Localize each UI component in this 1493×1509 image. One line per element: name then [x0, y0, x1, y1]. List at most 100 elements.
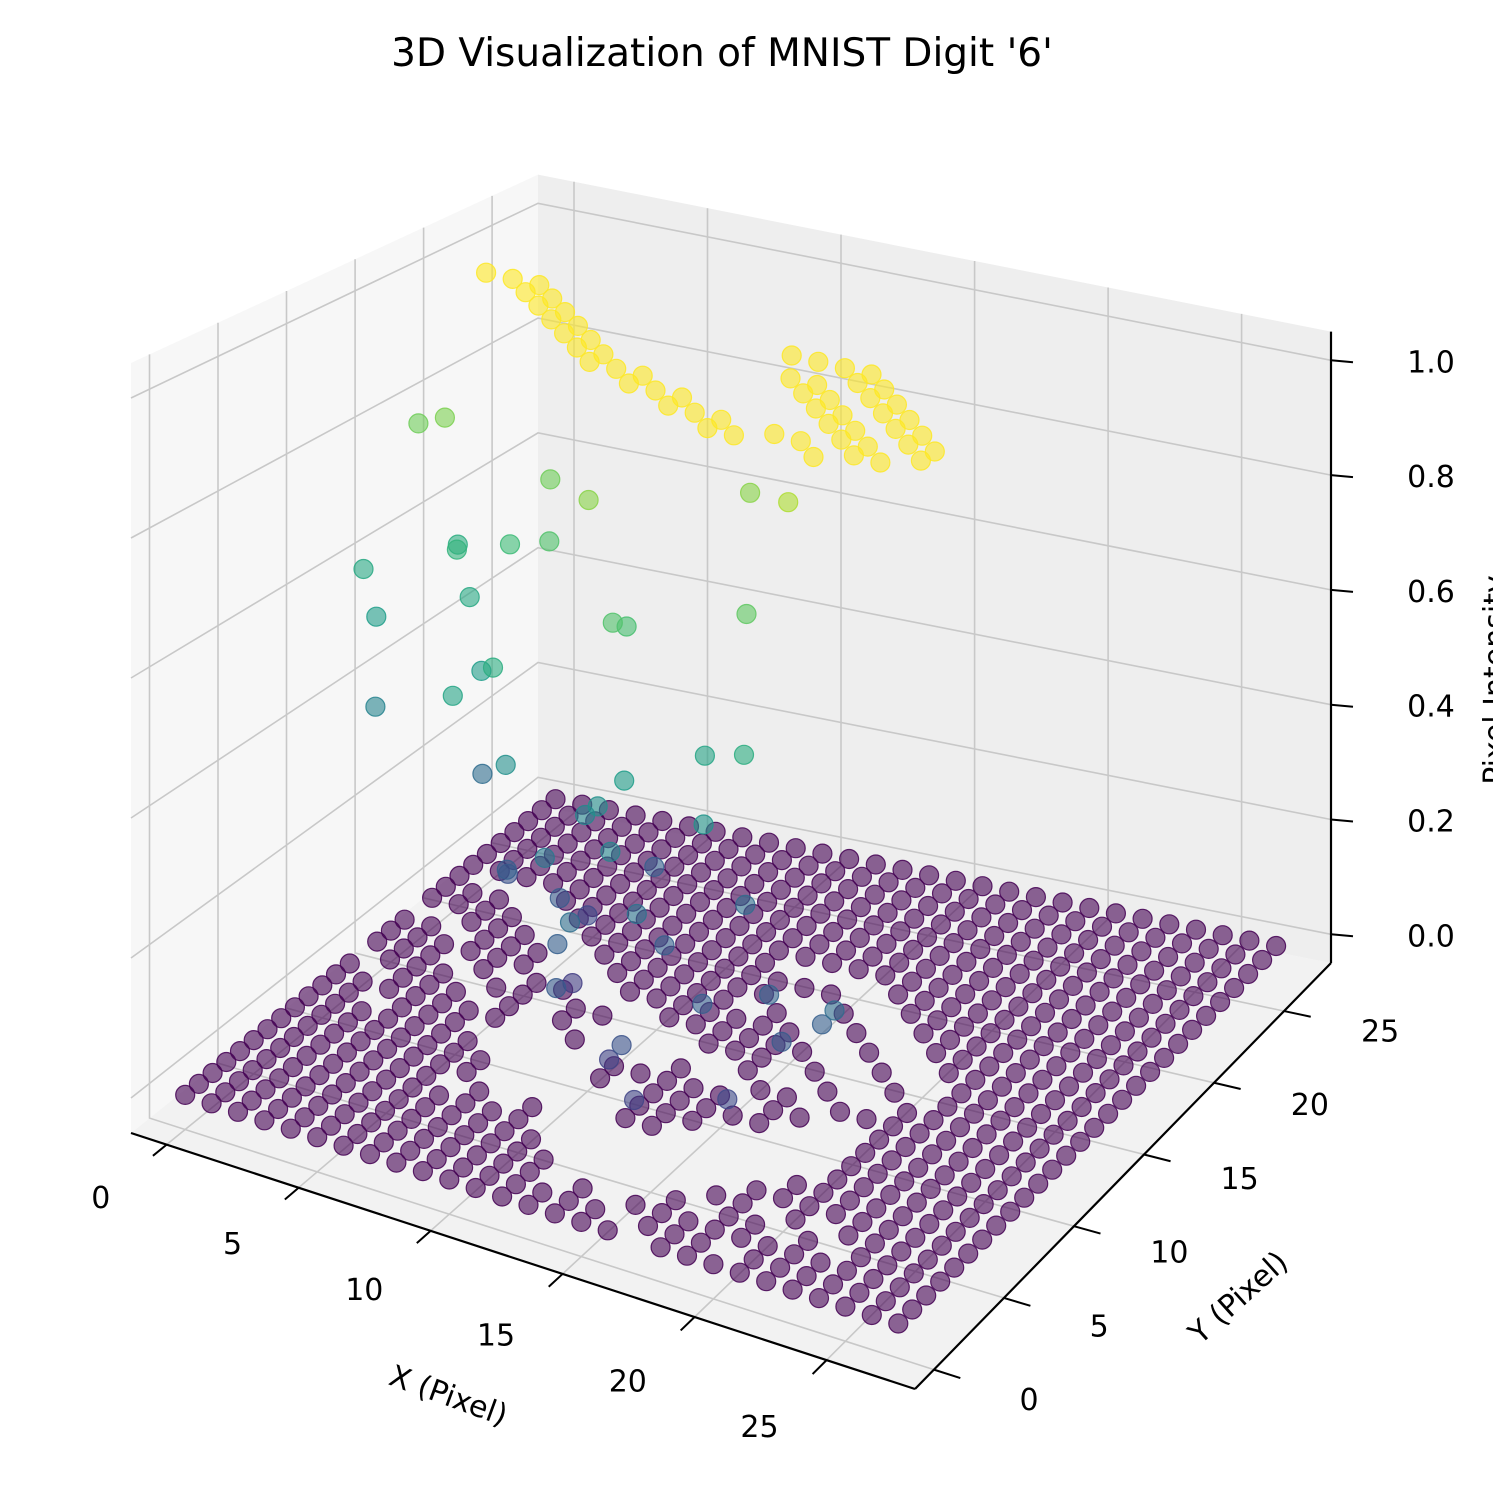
scatter-point — [683, 1078, 704, 1099]
scatter-point — [973, 1193, 994, 1215]
scatter-point — [675, 933, 696, 954]
scatter-point — [858, 1042, 880, 1063]
scatter-point — [564, 1029, 585, 1050]
scatter-point — [476, 843, 497, 865]
scatter-point — [756, 891, 778, 913]
scatter-point — [985, 894, 1006, 915]
scatter-point — [1022, 983, 1043, 1004]
scatter-point — [891, 1241, 912, 1262]
scatter-point — [825, 1203, 847, 1225]
scatter-point — [863, 915, 884, 936]
y-tick-label: 5 — [1090, 1309, 1109, 1344]
scatter-point — [728, 946, 749, 967]
scatter-point — [565, 998, 586, 1019]
scatter-point — [783, 897, 804, 918]
scatter-point — [776, 1087, 798, 1108]
scatter-point — [296, 1045, 317, 1067]
scatter-point — [515, 282, 536, 303]
scatter-point — [795, 946, 816, 967]
scatter-point — [982, 957, 1004, 979]
scatter-point — [925, 1042, 947, 1064]
scatter-point — [1033, 1035, 1054, 1057]
scatter-point — [935, 1130, 957, 1151]
scatter-point — [473, 958, 494, 980]
scatter-point — [366, 606, 387, 627]
scatter-point — [962, 1137, 983, 1159]
scatter-point — [1156, 980, 1177, 1001]
scatter-point — [768, 940, 790, 961]
scatter-point — [298, 986, 319, 1007]
scatter-point — [847, 372, 868, 394]
scatter-point — [1057, 1110, 1078, 1132]
scatter-point — [655, 1103, 676, 1124]
scatter-point — [770, 879, 792, 900]
x-tick-label: 0 — [91, 1181, 110, 1216]
scatter-point — [393, 938, 414, 959]
scatter-point — [799, 1196, 820, 1217]
scatter-point — [1084, 1117, 1105, 1138]
scatter-point — [818, 413, 839, 434]
scatter-point — [1056, 1145, 1077, 1166]
scatter-point — [334, 1104, 355, 1125]
scatter-point — [347, 1123, 368, 1145]
scatter-point — [689, 891, 711, 913]
scatter-point — [1085, 1082, 1106, 1104]
z-tick-label: 1.0 — [1407, 345, 1455, 380]
scatter-point — [374, 1100, 396, 1121]
scatter-point — [694, 745, 716, 766]
scatter-point — [957, 920, 978, 941]
scatter-point — [1014, 1187, 1035, 1208]
scatter-point — [504, 821, 525, 843]
scatter-point — [271, 1008, 292, 1029]
scatter-point — [778, 492, 799, 513]
scatter-point — [692, 993, 713, 1015]
scatter-point — [868, 1129, 890, 1150]
scatter-point — [476, 262, 497, 283]
scatter-point — [981, 990, 1002, 1011]
scatter-point — [461, 911, 482, 932]
scatter-point — [891, 890, 912, 911]
scatter-point — [322, 1084, 343, 1105]
scatter-point — [514, 924, 535, 946]
scatter-point — [892, 859, 913, 881]
scatter-point — [553, 323, 575, 344]
scatter-point — [638, 822, 659, 843]
scatter-point — [352, 971, 373, 992]
z-tick-label: 0.6 — [1407, 575, 1455, 610]
scatter-point — [791, 1041, 813, 1063]
scatter-point — [724, 1040, 746, 1061]
scatter-point — [871, 1062, 892, 1083]
scatter-point — [364, 1019, 385, 1041]
scatter-point — [336, 1042, 357, 1063]
scatter-point — [312, 975, 333, 996]
scatter-point — [810, 1252, 831, 1273]
scatter-point — [481, 1101, 502, 1122]
scatter-point — [909, 1123, 930, 1144]
scatter-point — [916, 1285, 937, 1306]
scatter-point — [474, 929, 495, 950]
scatter-point — [1198, 938, 1219, 960]
scatter-point — [712, 1021, 733, 1042]
scatter-point — [325, 993, 346, 1014]
scatter-point — [908, 1157, 929, 1178]
scatter-point — [446, 539, 467, 560]
scatter-point — [979, 1056, 1000, 1077]
x-tick-label: 20 — [609, 1364, 647, 1399]
scatter-point — [325, 964, 347, 985]
scatter-point — [1060, 1042, 1081, 1063]
scatter-point — [769, 1257, 791, 1278]
scatter-point — [812, 843, 833, 864]
z-tick-mark — [1330, 818, 1354, 823]
scatter-point — [849, 1282, 870, 1303]
scatter-point — [620, 951, 642, 972]
scatter-point — [917, 895, 939, 917]
scatter-point — [898, 434, 919, 455]
scatter-point — [405, 985, 426, 1007]
scatter-point — [803, 446, 824, 468]
scatter-point — [843, 445, 865, 466]
scatter-point — [636, 879, 657, 901]
scatter-point — [1029, 1138, 1050, 1159]
scatter-point — [1048, 989, 1070, 1010]
scatter-point — [945, 1221, 966, 1242]
